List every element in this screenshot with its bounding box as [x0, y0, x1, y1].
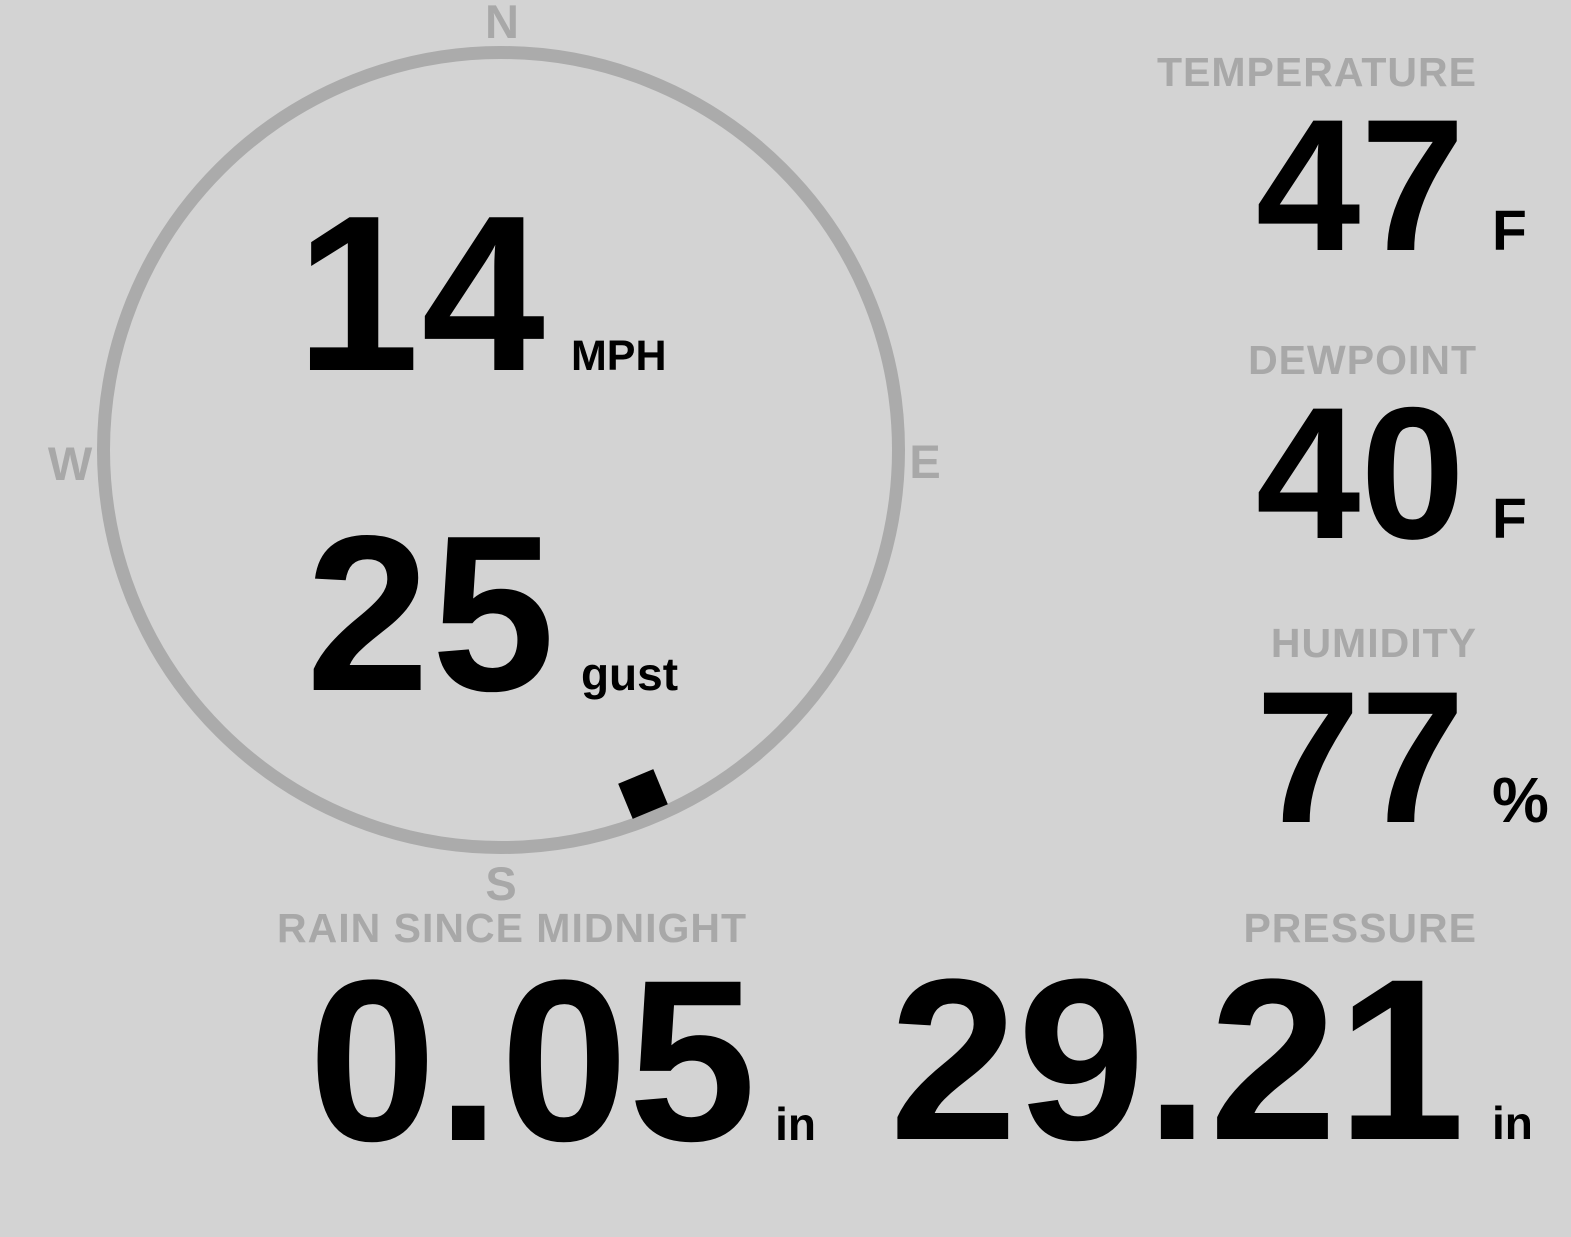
dewpoint-unit: F	[1492, 487, 1527, 551]
pressure-value: 29.21	[889, 931, 1465, 1188]
pressure-label: PRESSURE	[1243, 905, 1477, 951]
dewpoint-value: 40	[1255, 368, 1465, 578]
temperature-value: 47	[1255, 80, 1465, 290]
humidity-unit: %	[1492, 764, 1549, 836]
humidity-label: HUMIDITY	[1270, 620, 1477, 666]
rain-label: RAIN SINCE MIDNIGHT	[277, 905, 747, 951]
temperature-reading: 47 F	[1256, 91, 1554, 279]
compass-label-north: N	[485, 0, 519, 48]
rain-value: 0.05	[308, 932, 757, 1189]
humidity-reading: 77 %	[1256, 663, 1554, 851]
compass-label-west: W	[47, 437, 93, 490]
temperature-unit: F	[1492, 199, 1527, 263]
rain-reading: 0.05 in	[308, 946, 816, 1176]
temperature-label: TEMPERATURE	[1156, 49, 1477, 95]
pressure-reading: 29.21 in	[889, 945, 1554, 1175]
wind-gust-unit: gust	[580, 648, 679, 700]
humidity-value: 77	[1255, 652, 1465, 862]
rain-unit: in	[775, 1098, 816, 1150]
compass-label-south: S	[485, 857, 517, 910]
dewpoint-label: DEWPOINT	[1248, 337, 1477, 383]
dewpoint-reading: 40 F	[1256, 379, 1554, 567]
wind-speed-value: 14	[296, 170, 547, 418]
wind-gust-value: 25	[306, 490, 557, 738]
compass-label-east: E	[909, 435, 941, 488]
pressure-unit: in	[1492, 1097, 1533, 1149]
wind-gust-reading: 25 gust	[306, 503, 678, 725]
wind-speed-reading: 14 MPH	[296, 183, 667, 405]
wind-speed-unit: MPH	[570, 332, 667, 380]
